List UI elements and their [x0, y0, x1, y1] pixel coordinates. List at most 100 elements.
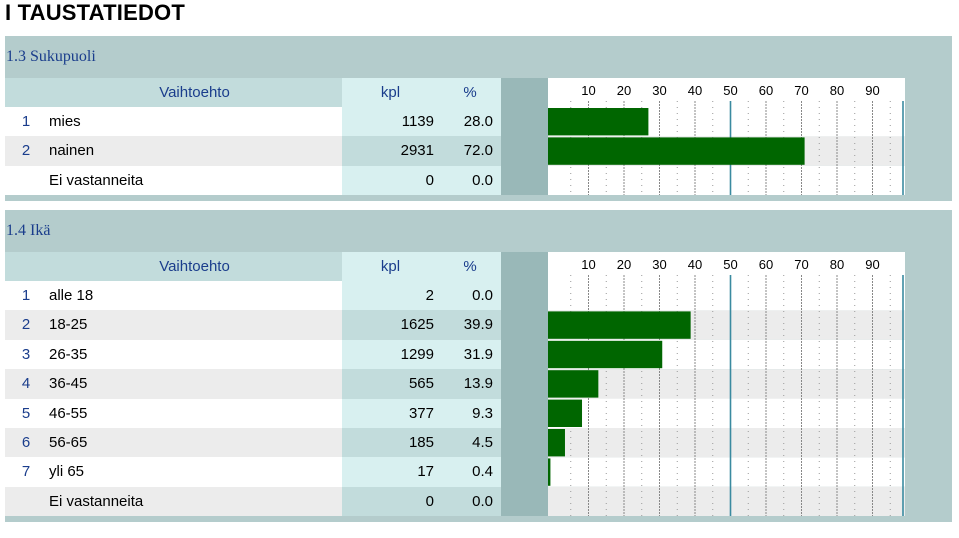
row-number: 3	[5, 339, 47, 370]
row-number: 1	[5, 281, 47, 311]
row-percent: 13.9	[439, 369, 501, 399]
row-number: 2	[5, 310, 47, 340]
row-label: Ei vastanneita	[47, 165, 342, 196]
table-row: Ei vastanneita 0 0.0	[5, 486, 905, 517]
row-percent: 0.0	[439, 486, 501, 517]
row-gap-cell	[501, 281, 548, 311]
row-percent: 72.0	[439, 136, 501, 166]
row-count: 1299	[342, 339, 439, 370]
row-number: 5	[5, 398, 47, 428]
row-gap-cell	[501, 339, 548, 370]
row-gap-cell	[501, 369, 548, 399]
row-percent: 9.3	[439, 398, 501, 428]
row-label: 36-45	[47, 369, 342, 399]
row-label: 56-65	[47, 428, 342, 458]
tick-label: 40	[688, 83, 702, 98]
row-count: 185	[342, 428, 439, 458]
header-option: Vaihtoehto	[159, 258, 230, 275]
row-number: 1	[5, 107, 47, 137]
section-header: 1.4 Ikä	[5, 210, 952, 239]
tick-label: 90	[865, 257, 879, 272]
header-num-cell	[5, 78, 47, 107]
tick-label: 40	[688, 257, 702, 272]
axis-background	[548, 252, 905, 281]
header-count: kpl	[342, 252, 439, 281]
bar	[548, 311, 691, 339]
chart-row-background	[548, 486, 905, 517]
tick-label: 20	[617, 257, 631, 272]
row-count: 2931	[342, 136, 439, 166]
row-count: 0	[342, 486, 439, 517]
header-percent: %	[439, 78, 501, 107]
tick-label: 60	[759, 257, 773, 272]
chart-row-background	[548, 281, 905, 311]
table-row: 2 18-25 1625 39.9	[5, 310, 905, 340]
row-count: 17	[342, 457, 439, 487]
table-row: 1 alle 18 2 0.0	[5, 281, 905, 311]
bar	[548, 108, 649, 136]
section-panel: 1.4 Ikä Vaihtoehto kpl% 10 20 30 40 50 60 70 80 90 1…	[5, 210, 952, 523]
row-percent: 0.4	[439, 457, 501, 487]
bar	[548, 399, 583, 427]
row-number	[5, 486, 47, 517]
header-gap-cell	[501, 78, 548, 107]
header-gap-cell	[501, 252, 548, 281]
tick-label: 50	[723, 83, 737, 98]
row-gap-cell	[501, 398, 548, 428]
section-panel: 1.3 Sukupuoli Vaihtoehto kpl% 10 20 30 40 50 60 7…	[5, 36, 952, 202]
row-label: mies	[47, 107, 342, 137]
tick-label: 80	[830, 257, 844, 272]
tick-label: 10	[581, 83, 595, 98]
tick-label: 30	[652, 83, 666, 98]
tick-label: 50	[723, 257, 737, 272]
row-count: 565	[342, 369, 439, 399]
tick-label: 90	[865, 83, 879, 98]
row-gap-cell	[501, 165, 548, 196]
row-percent: 28.0	[439, 107, 501, 137]
row-label: alle 18	[47, 281, 342, 311]
row-gap-cell	[501, 136, 548, 166]
row-percent: 31.9	[439, 339, 501, 370]
tick-label: 80	[830, 83, 844, 98]
row-gap-cell	[501, 457, 548, 487]
tick-label: 60	[759, 83, 773, 98]
row-gap-cell	[501, 486, 548, 517]
table-row: 2 nainen 2931 72.0	[5, 136, 905, 166]
table-row: Ei vastanneita 0 0.0	[5, 165, 905, 196]
table-row: 3 26-35 1299 31.9	[5, 339, 905, 370]
header-percent: %	[439, 252, 501, 281]
tick-label: 70	[794, 83, 808, 98]
header-num-cell	[5, 252, 47, 281]
bar	[548, 370, 599, 398]
tick-label: 70	[794, 257, 808, 272]
bar-chart: 10 20 30 40 50 60 70 80 90	[548, 252, 905, 517]
header-count: kpl	[342, 78, 439, 107]
bar	[548, 429, 565, 457]
row-count: 1139	[342, 107, 439, 137]
table-row: 6 56-65 185 4.5	[5, 428, 905, 458]
row-label: yli 65	[47, 457, 342, 487]
row-label: 18-25	[47, 310, 342, 340]
chart-row-background	[548, 398, 905, 428]
axis-background	[548, 78, 905, 107]
header-option: Vaihtoehto	[159, 84, 230, 101]
row-percent: 4.5	[439, 428, 501, 458]
section-title: 1.3 Sukupuoli	[6, 48, 96, 65]
bar	[548, 137, 805, 165]
tick-label: 10	[581, 257, 595, 272]
chart-row-background	[548, 369, 905, 399]
row-number: 7	[5, 457, 47, 487]
table-row: 5 46-55 377 9.3	[5, 398, 905, 428]
tick-label: 30	[652, 257, 666, 272]
table-row: 1 mies 1139 28.0	[5, 107, 905, 137]
bar	[548, 340, 663, 369]
chart-row-background	[548, 428, 905, 458]
row-count: 0	[342, 165, 439, 196]
row-percent: 0.0	[439, 165, 501, 196]
page-title: I TAUSTATIEDOT	[5, 0, 186, 25]
section-header: 1.3 Sukupuoli	[5, 36, 952, 65]
bar-chart: 10 20 30 40 50 60 70 80 90	[548, 78, 905, 196]
row-number: 4	[5, 369, 47, 399]
row-label: nainen	[47, 136, 342, 166]
chart-row-background	[548, 457, 905, 487]
